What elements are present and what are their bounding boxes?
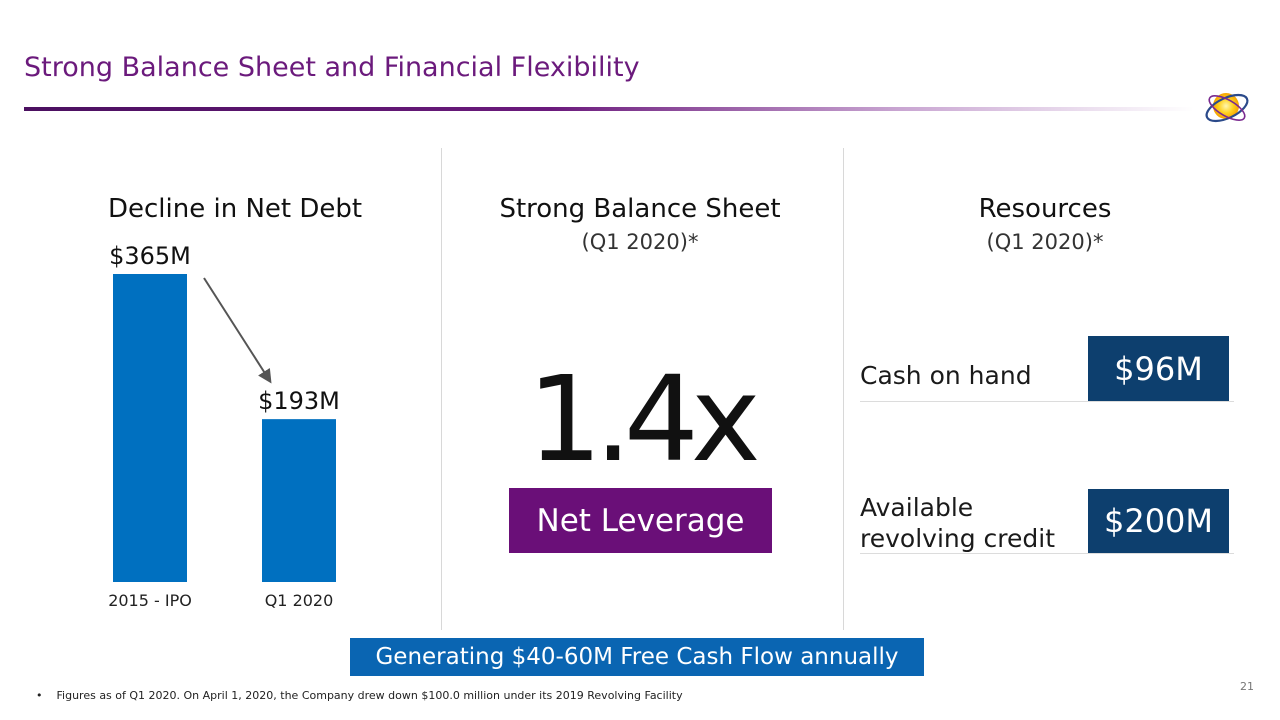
company-logo-icon xyxy=(1205,93,1249,123)
balance-sheet-subheading: (Q1 2020)* xyxy=(581,230,699,254)
net-debt-bar-chart: $365M 2015 - IPO $193M Q1 2020 xyxy=(108,242,340,610)
category-label-1: Q1 2020 xyxy=(265,591,334,610)
bar-data-label-1: $193M xyxy=(258,387,340,415)
column-divider-right xyxy=(843,148,844,630)
revolving-credit-rule xyxy=(860,553,1234,554)
column-divider-left xyxy=(441,148,442,630)
balance-sheet-heading: Strong Balance Sheet xyxy=(499,194,781,224)
slide-title: Strong Balance Sheet and Financial Flexi… xyxy=(24,52,640,83)
net-leverage-label: Net Leverage xyxy=(509,488,772,553)
cash-on-hand-label: Cash on hand xyxy=(860,361,1032,390)
bullet-icon: • xyxy=(36,689,43,702)
resources-subheading: (Q1 2020)* xyxy=(986,230,1104,254)
decline-arrow-icon xyxy=(203,277,272,384)
net-leverage-value: 1.4x xyxy=(527,350,761,488)
cash-on-hand-value: $96M xyxy=(1088,336,1229,401)
resources-heading: Resources xyxy=(978,194,1112,224)
page-number: 21 xyxy=(1240,680,1254,693)
bar-data-label-0: $365M xyxy=(109,242,191,270)
footnote: • Figures as of Q1 2020. On April 1, 2020… xyxy=(36,689,683,702)
free-cash-flow-banner: Generating $40-60M Free Cash Flow annual… xyxy=(350,638,924,676)
net-debt-heading: Decline in Net Debt xyxy=(108,194,363,224)
footnote-text: Figures as of Q1 2020. On April 1, 2020,… xyxy=(56,689,683,702)
title-underline xyxy=(24,107,1194,111)
cash-on-hand-rule xyxy=(860,401,1234,402)
revolving-credit-label: Available revolving credit xyxy=(860,493,1056,553)
category-label-0: 2015 - IPO xyxy=(108,591,192,610)
bar-1 xyxy=(262,419,336,582)
bar-0 xyxy=(113,274,187,582)
revolving-credit-value: $200M xyxy=(1088,489,1229,553)
